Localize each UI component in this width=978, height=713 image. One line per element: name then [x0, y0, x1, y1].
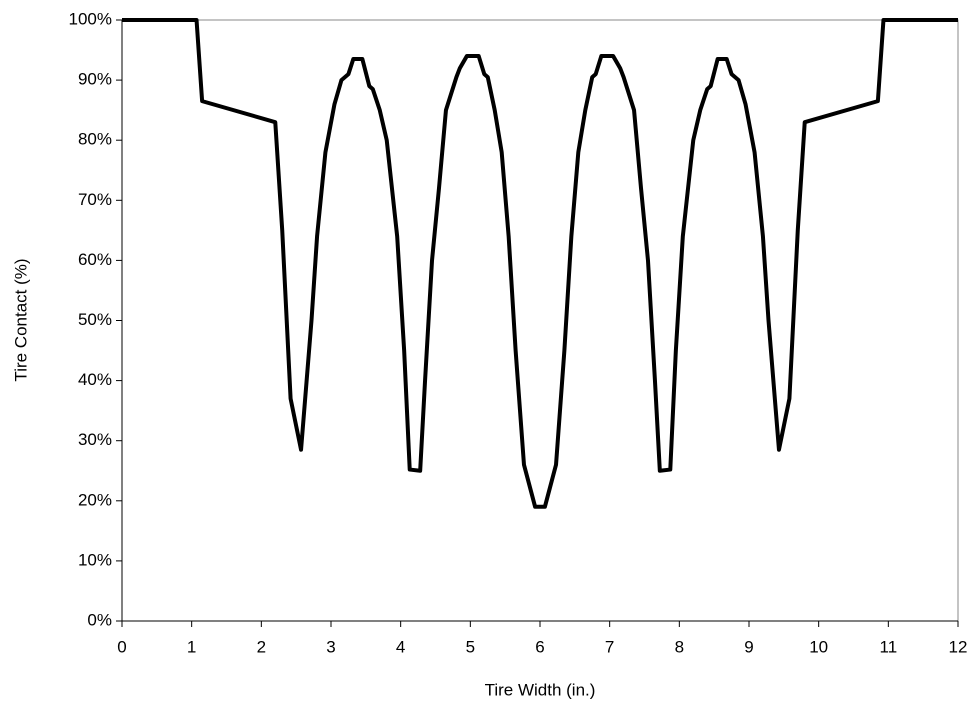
y-tick-label: 50%	[78, 310, 112, 329]
x-tick-label: 10	[809, 637, 828, 656]
x-axis-label: Tire Width (in.)	[485, 680, 596, 699]
y-tick-label: 10%	[78, 550, 112, 569]
y-tick-label: 40%	[78, 370, 112, 389]
y-tick-label: 20%	[78, 490, 112, 509]
x-tick-label: 7	[605, 637, 614, 656]
x-tick-label: 0	[117, 637, 126, 656]
x-tick-label: 6	[535, 637, 544, 656]
y-tick-label: 90%	[78, 70, 112, 89]
x-tick-label: 3	[326, 637, 335, 656]
x-tick-label: 1	[187, 637, 196, 656]
x-tick-label: 8	[675, 637, 684, 656]
y-tick-label: 70%	[78, 190, 112, 209]
x-tick-label: 4	[396, 637, 405, 656]
plot-frame	[121, 19, 959, 622]
x-tick-label: 11	[880, 637, 898, 656]
y-tick-label: 30%	[78, 430, 112, 449]
x-tick-label: 12	[949, 637, 968, 656]
x-tick-label: 9	[744, 637, 753, 656]
data-line	[122, 18, 958, 509]
y-tick-label: 100%	[69, 9, 112, 28]
y-tick-label: 0%	[87, 610, 112, 629]
y-tick-label: 80%	[78, 130, 112, 149]
y-tick-label: 60%	[78, 250, 112, 269]
x-tick-label: 2	[257, 637, 266, 656]
x-tick-label: 5	[466, 637, 475, 656]
y-axis-label: Tire Contact (%)	[11, 258, 30, 381]
